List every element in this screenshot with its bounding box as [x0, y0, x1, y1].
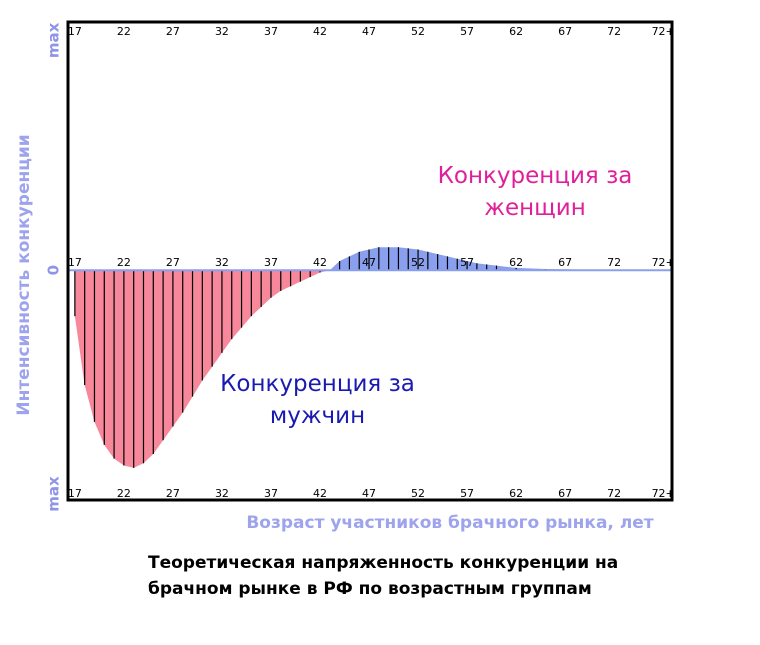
x-tick-label: 67	[558, 487, 572, 500]
x-tick-label: 57	[460, 487, 474, 500]
x-tick-label: 72+	[652, 256, 675, 269]
x-tick-label: 32	[215, 25, 229, 38]
y-axis-label: Интенсивность конкуренции	[14, 134, 34, 415]
x-tick-label: 72	[607, 256, 621, 269]
x-tick-label: 52	[411, 25, 425, 38]
plot-frame	[66, 20, 674, 502]
x-tick-label: 52	[411, 487, 425, 500]
y-tick-label: 0	[45, 265, 63, 275]
x-tick-label: 67	[558, 256, 572, 269]
y-tick-label: max	[45, 22, 63, 58]
x-tick-label: 37	[264, 487, 278, 500]
x-tick-label: 32	[215, 256, 229, 269]
x-axis-label: Возраст участников брачного рынка, лет	[246, 513, 653, 533]
x-tick-label: 27	[166, 256, 180, 269]
x-tick-label: 52	[411, 256, 425, 269]
x-tick-label: 42	[313, 256, 327, 269]
chart-title: Теоретическая напряженность конкуренции …	[148, 553, 619, 599]
annotation: Конкуренция за мужчин	[220, 371, 415, 429]
x-tick-label: 22	[117, 487, 131, 500]
x-tick-label: 67	[558, 25, 572, 38]
x-tick-label: 22	[117, 25, 131, 38]
x-tick-label: 47	[362, 25, 376, 38]
x-tick-label: 47	[362, 256, 376, 269]
x-tick-label: 62	[509, 25, 523, 38]
x-tick-label: 57	[460, 256, 474, 269]
x-tick-label: 37	[264, 25, 278, 38]
x-tick-label: 72+	[652, 25, 675, 38]
x-tick-label: 32	[215, 487, 229, 500]
x-tick-label: 62	[509, 487, 523, 500]
x-tick-label: 27	[166, 487, 180, 500]
x-tick-label: 27	[166, 25, 180, 38]
x-tick-label: 57	[460, 25, 474, 38]
x-tick-label: 22	[117, 256, 131, 269]
x-tick-label: 72+	[652, 487, 675, 500]
x-tick-label: 17	[68, 487, 82, 500]
x-tick-label: 42	[313, 487, 327, 500]
annotation: Конкуренция за женщин	[437, 163, 633, 221]
x-tick-label: 17	[68, 25, 82, 38]
x-tick-label: 72	[607, 487, 621, 500]
x-tick-label: 37	[264, 256, 278, 269]
x-tick-label: 17	[68, 256, 82, 269]
y-tick-label: max	[45, 476, 63, 512]
x-tick-label: 42	[313, 25, 327, 38]
x-tick-label: 72	[607, 25, 621, 38]
x-tick-label: 47	[362, 487, 376, 500]
x-tick-label: 62	[509, 256, 523, 269]
area	[329, 247, 672, 271]
